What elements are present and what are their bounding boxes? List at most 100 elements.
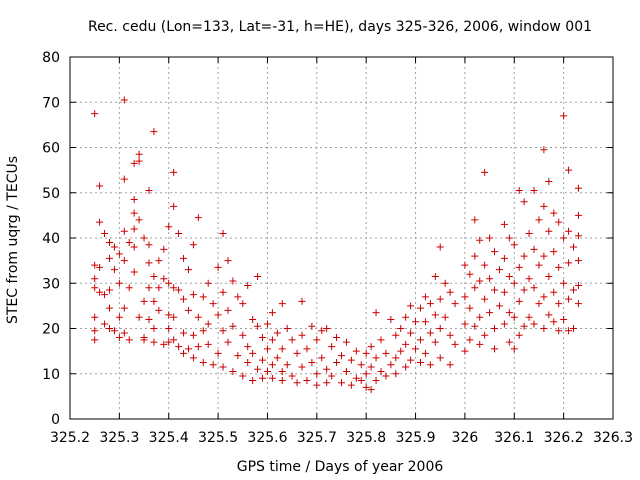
data-point: [288, 336, 296, 344]
data-point: [313, 370, 321, 378]
data-point: [105, 239, 113, 247]
data-point: [461, 347, 469, 355]
data-point: [491, 325, 499, 332]
data-point: [110, 243, 118, 251]
data-point: [491, 345, 499, 353]
data-point: [184, 266, 192, 274]
data-point: [421, 349, 429, 357]
data-point: [486, 309, 494, 317]
data-point: [565, 227, 573, 235]
data-point: [476, 313, 484, 321]
data-point: [540, 146, 548, 154]
data-point: [491, 286, 499, 294]
data-point: [180, 349, 188, 357]
data-point: [199, 327, 207, 335]
data-point: [130, 209, 138, 217]
data-point: [184, 345, 192, 353]
data-point: [530, 284, 538, 292]
data-point: [293, 379, 301, 387]
data-point: [165, 338, 173, 346]
data-point: [451, 300, 459, 308]
data-point: [180, 295, 188, 303]
data-point: [175, 286, 183, 294]
data-point: [91, 284, 99, 292]
data-point: [441, 279, 449, 287]
data-point: [397, 347, 405, 355]
data-point: [530, 245, 538, 253]
y-tick-label: 10: [42, 367, 60, 383]
data-point: [259, 374, 267, 382]
data-point: [194, 313, 202, 321]
data-point: [555, 263, 563, 271]
data-point: [91, 327, 99, 335]
data-point: [150, 272, 158, 280]
data-point: [407, 302, 415, 310]
data-point: [135, 313, 143, 321]
data-point: [550, 209, 558, 217]
x-tick-label: 325.3: [99, 430, 139, 446]
data-point: [377, 336, 385, 344]
data-point: [500, 288, 508, 296]
data-point: [184, 306, 192, 314]
data-point: [214, 311, 222, 319]
data-point: [120, 96, 128, 104]
data-point: [244, 343, 252, 351]
data-point: [362, 383, 370, 391]
data-point: [367, 343, 375, 351]
data-point: [471, 284, 479, 292]
data-point: [263, 320, 271, 328]
data-point: [392, 354, 400, 362]
data-point: [110, 266, 118, 274]
data-point: [545, 272, 553, 280]
data-point: [545, 311, 553, 319]
data-point: [560, 315, 568, 323]
data-point: [486, 234, 494, 242]
data-point: [165, 223, 173, 231]
data-point: [283, 325, 291, 332]
data-point: [268, 309, 276, 317]
data-point: [574, 282, 582, 290]
data-point: [338, 352, 345, 360]
data-point: [189, 241, 197, 249]
data-point: [224, 257, 232, 265]
data-point: [545, 177, 553, 185]
data-point: [170, 336, 178, 344]
data-point: [510, 313, 518, 321]
data-point: [278, 345, 286, 353]
data-point: [333, 358, 341, 366]
data-point: [125, 284, 133, 292]
data-point: [199, 293, 207, 301]
data-point: [249, 349, 257, 357]
data-point: [160, 245, 168, 253]
data-point: [574, 211, 582, 219]
data-point: [342, 367, 350, 375]
data-point: [175, 229, 183, 237]
data-point: [412, 345, 420, 353]
data-point: [115, 334, 123, 342]
data-point: [367, 363, 375, 371]
data-point: [96, 218, 104, 226]
data-point: [145, 241, 153, 249]
data-point: [254, 322, 262, 330]
data-point: [209, 300, 217, 308]
data-point: [525, 229, 533, 237]
data-point: [318, 327, 326, 335]
data-point: [125, 239, 133, 247]
data-point: [342, 338, 350, 346]
chart-title: Rec. cedu (Lon=133, Lat=-31, h=HE), days…: [88, 19, 592, 35]
data-point: [155, 257, 163, 265]
x-tick-label: 325.9: [395, 430, 435, 446]
data-point: [495, 266, 503, 274]
data-point: [540, 293, 548, 301]
data-point: [105, 325, 113, 332]
data-point: [515, 186, 523, 194]
data-point: [263, 367, 271, 375]
data-point: [461, 293, 469, 301]
data-point: [145, 284, 153, 292]
data-point: [372, 354, 380, 362]
data-point: [313, 381, 321, 389]
data-point: [308, 358, 316, 366]
data-point: [298, 331, 306, 339]
data-point: [357, 361, 365, 369]
